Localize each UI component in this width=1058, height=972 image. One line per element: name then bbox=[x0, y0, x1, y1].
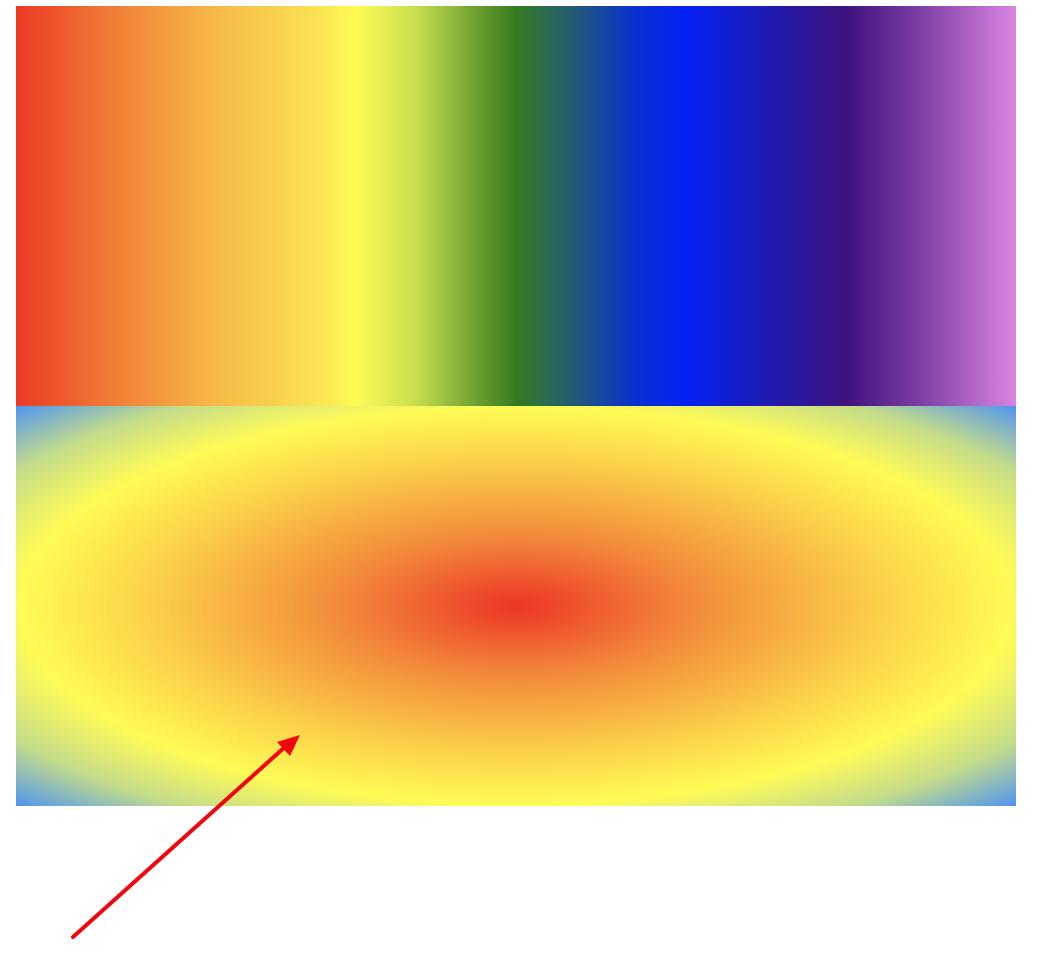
radial-gradient-swatch bbox=[16, 406, 1016, 806]
linear-gradient-swatch bbox=[16, 6, 1016, 406]
